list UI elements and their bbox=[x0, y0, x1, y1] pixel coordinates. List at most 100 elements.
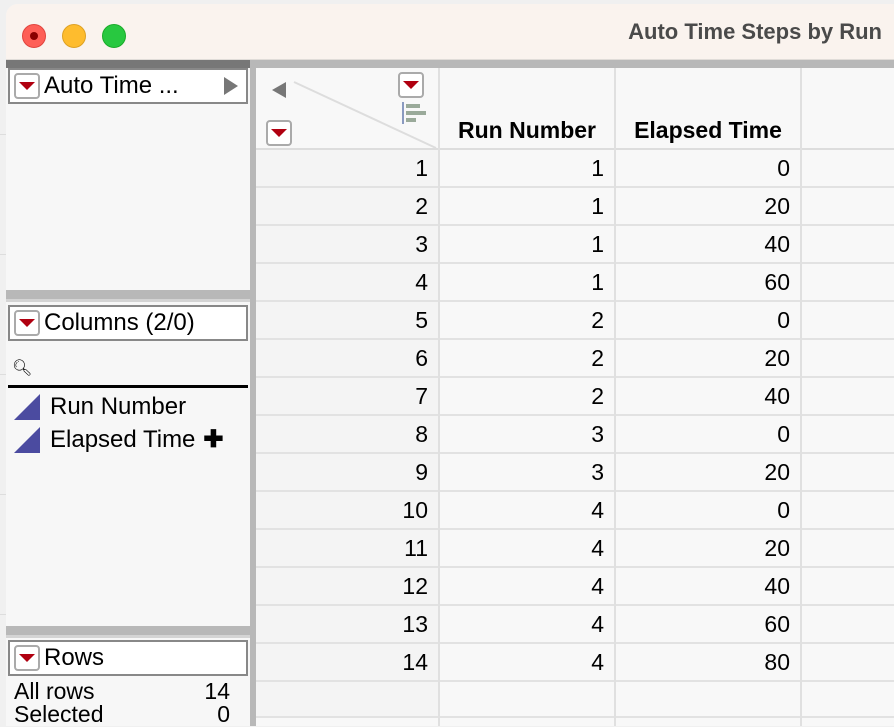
panel-splitter[interactable] bbox=[6, 290, 250, 302]
row-number[interactable]: 5 bbox=[256, 302, 438, 340]
rows-dropdown-icon[interactable] bbox=[266, 120, 292, 146]
background-line bbox=[0, 494, 6, 495]
table-cell[interactable]: 80 bbox=[616, 644, 800, 682]
columns-dropdown-icon[interactable] bbox=[398, 72, 424, 98]
background-line bbox=[0, 614, 6, 615]
table-cell[interactable]: 40 bbox=[616, 568, 800, 606]
empty-cell[interactable] bbox=[802, 302, 894, 340]
empty-cell[interactable] bbox=[256, 682, 438, 718]
empty-cell[interactable] bbox=[802, 454, 894, 492]
table-cell[interactable]: 4 bbox=[440, 492, 614, 530]
table-cell[interactable]: 0 bbox=[616, 416, 800, 454]
table-cell[interactable]: 60 bbox=[616, 606, 800, 644]
rows-all: All rows 14 bbox=[14, 679, 230, 703]
column-header-empty[interactable] bbox=[802, 68, 894, 150]
column-item-run-number[interactable]: Run Number bbox=[14, 393, 186, 421]
rows-panel-header[interactable]: Rows bbox=[8, 640, 248, 676]
table-cell[interactable]: 20 bbox=[616, 340, 800, 378]
empty-cell[interactable] bbox=[802, 530, 894, 568]
panel-splitter[interactable] bbox=[6, 626, 250, 638]
panel-header-bar bbox=[6, 60, 250, 68]
rows-selected: Selected 0 bbox=[14, 702, 230, 726]
column-item-elapsed-time[interactable]: Elapsed Time ✚ bbox=[14, 425, 224, 454]
row-number[interactable]: 1 bbox=[256, 150, 438, 188]
empty-cell[interactable] bbox=[802, 378, 894, 416]
rows-label: Selected bbox=[14, 701, 104, 727]
table-panel-header[interactable]: Auto Time ... bbox=[8, 68, 248, 104]
empty-cell[interactable] bbox=[802, 340, 894, 378]
table-cell[interactable]: 20 bbox=[616, 530, 800, 568]
row-number[interactable]: 11 bbox=[256, 530, 438, 568]
empty-cell[interactable] bbox=[802, 492, 894, 530]
table-panel-label: Auto Time ... bbox=[44, 72, 179, 99]
table-cell[interactable]: 2 bbox=[440, 340, 614, 378]
row-number[interactable]: 14 bbox=[256, 644, 438, 682]
row-number[interactable]: 10 bbox=[256, 492, 438, 530]
rows-count: 14 bbox=[204, 678, 230, 704]
table-cell[interactable]: 3 bbox=[440, 416, 614, 454]
table-cell[interactable]: 0 bbox=[616, 150, 800, 188]
close-button[interactable] bbox=[22, 24, 46, 48]
empty-cell[interactable] bbox=[802, 644, 894, 682]
corner-cell bbox=[256, 68, 438, 150]
table-cell[interactable]: 0 bbox=[616, 492, 800, 530]
table-cell[interactable]: 3 bbox=[440, 454, 614, 492]
row-number[interactable]: 12 bbox=[256, 568, 438, 606]
empty-cell[interactable] bbox=[802, 568, 894, 606]
table-cell[interactable]: 1 bbox=[440, 188, 614, 226]
column-divider bbox=[438, 68, 440, 726]
row-number[interactable]: 4 bbox=[256, 264, 438, 302]
table-cell[interactable]: 4 bbox=[440, 606, 614, 644]
column-search-input[interactable]: 🔍︎ bbox=[8, 344, 248, 388]
row-number[interactable]: 13 bbox=[256, 606, 438, 644]
empty-cell[interactable] bbox=[616, 682, 800, 718]
table-menu-icon[interactable] bbox=[14, 73, 40, 99]
table-cell[interactable]: 40 bbox=[616, 226, 800, 264]
rows-count: 0 bbox=[217, 701, 230, 727]
zoom-button[interactable] bbox=[102, 24, 126, 48]
table-cell[interactable]: 20 bbox=[616, 188, 800, 226]
row-number[interactable]: 9 bbox=[256, 454, 438, 492]
rows-panel-label: Rows bbox=[44, 644, 105, 671]
rows-menu-icon[interactable] bbox=[14, 645, 40, 671]
empty-cell[interactable] bbox=[802, 606, 894, 644]
empty-cell[interactable] bbox=[802, 188, 894, 226]
row-number[interactable]: 3 bbox=[256, 226, 438, 264]
sort-bars-icon[interactable] bbox=[402, 102, 426, 124]
table-cell[interactable]: 40 bbox=[616, 378, 800, 416]
row-number[interactable]: 7 bbox=[256, 378, 438, 416]
column-header-elapsed-time[interactable]: Elapsed Time bbox=[616, 68, 800, 150]
table-cell[interactable]: 2 bbox=[440, 302, 614, 340]
empty-cell[interactable] bbox=[802, 150, 894, 188]
row-number[interactable]: 2 bbox=[256, 188, 438, 226]
table-cell[interactable]: 20 bbox=[616, 454, 800, 492]
empty-cell[interactable] bbox=[802, 264, 894, 302]
column-divider bbox=[614, 68, 616, 726]
empty-cell[interactable] bbox=[802, 226, 894, 264]
table-cell[interactable]: 4 bbox=[440, 644, 614, 682]
row-number[interactable]: 8 bbox=[256, 416, 438, 454]
empty-cell[interactable] bbox=[802, 416, 894, 454]
row-number[interactable]: 6 bbox=[256, 340, 438, 378]
expand-right-icon[interactable] bbox=[224, 77, 238, 95]
table-cell[interactable]: 1 bbox=[440, 226, 614, 264]
table-cell[interactable]: 0 bbox=[616, 302, 800, 340]
minimize-button[interactable] bbox=[62, 24, 86, 48]
column-header-run-number[interactable]: Run Number bbox=[440, 68, 614, 150]
table-cell[interactable]: 1 bbox=[440, 150, 614, 188]
vertical-splitter[interactable] bbox=[250, 60, 256, 726]
columns-panel-header[interactable]: Columns (2/0) bbox=[8, 305, 248, 341]
table-cell[interactable]: 4 bbox=[440, 568, 614, 606]
empty-cell[interactable] bbox=[440, 682, 614, 718]
table-cell[interactable]: 1 bbox=[440, 264, 614, 302]
table-cell[interactable]: 60 bbox=[616, 264, 800, 302]
continuous-triangle-icon bbox=[14, 394, 40, 420]
background-line bbox=[0, 134, 6, 135]
columns-menu-icon[interactable] bbox=[14, 310, 40, 336]
table-cell[interactable]: 2 bbox=[440, 378, 614, 416]
continuous-triangle-icon bbox=[14, 426, 40, 453]
scroll-left-icon[interactable] bbox=[272, 82, 286, 98]
table-cell[interactable]: 4 bbox=[440, 530, 614, 568]
column-divider bbox=[800, 68, 802, 726]
empty-cell[interactable] bbox=[802, 682, 894, 718]
